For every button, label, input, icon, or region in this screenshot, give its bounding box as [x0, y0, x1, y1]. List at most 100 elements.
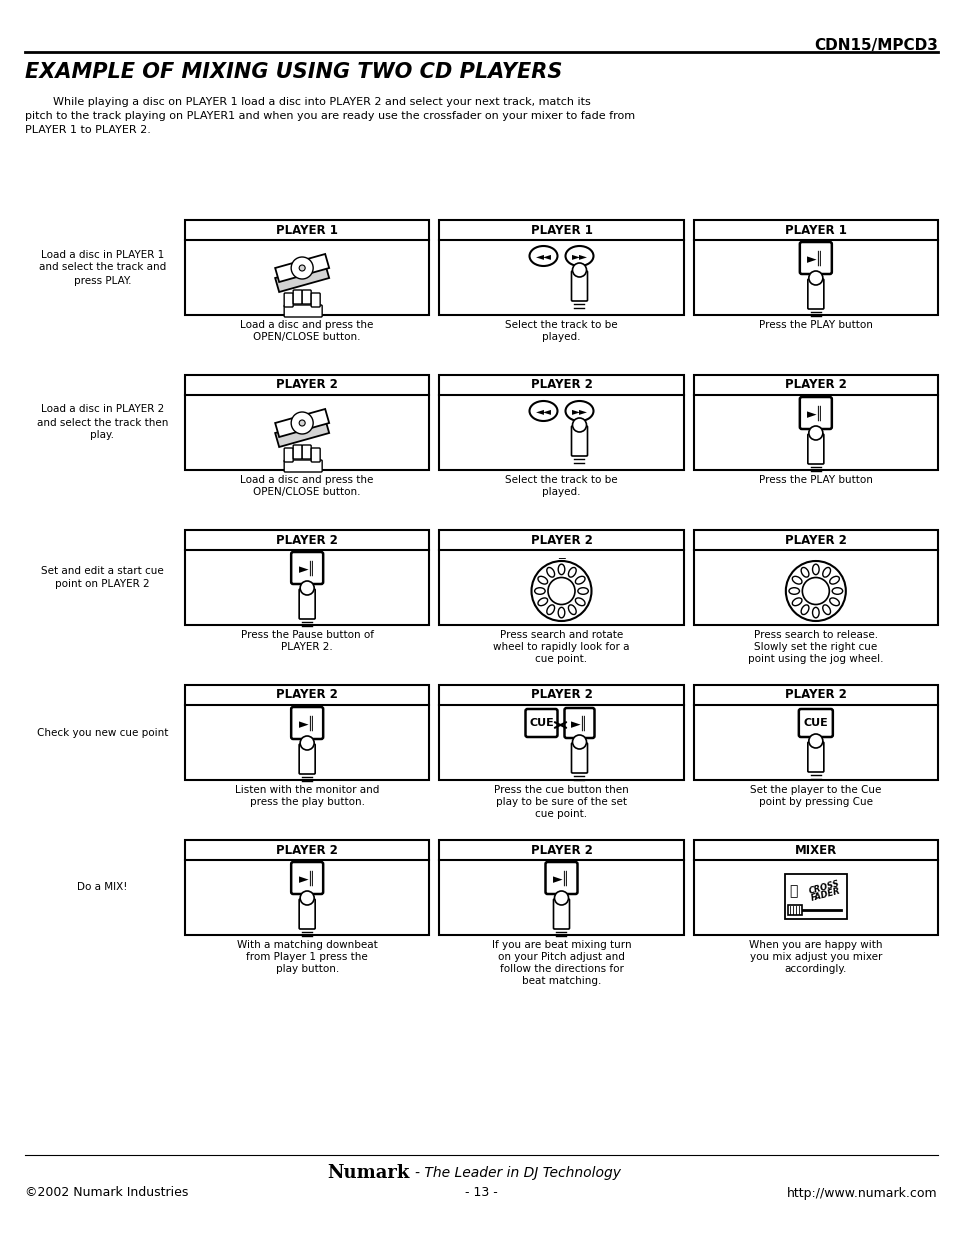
Text: ►║: ►║ — [298, 715, 315, 731]
Text: you mix adjust you mixer: you mix adjust you mixer — [749, 952, 882, 962]
Text: Press the Pause button of: Press the Pause button of — [240, 630, 374, 640]
Bar — [439, 685, 683, 781]
Text: PLAYER 2: PLAYER 2 — [784, 378, 846, 391]
Text: played.: played. — [541, 332, 580, 342]
Text: PLAYER 2: PLAYER 2 — [276, 844, 337, 857]
FancyBboxPatch shape — [311, 293, 320, 308]
Text: play to be sure of the set: play to be sure of the set — [496, 797, 626, 806]
FancyBboxPatch shape — [553, 899, 569, 929]
Polygon shape — [274, 254, 329, 282]
Text: PLAYER 2.: PLAYER 2. — [281, 642, 333, 652]
Text: Select the track to be: Select the track to be — [505, 320, 618, 330]
Text: cue point.: cue point. — [535, 809, 587, 819]
Bar — [439, 530, 683, 625]
Ellipse shape — [572, 263, 586, 277]
Text: http://www.numark.com: http://www.numark.com — [786, 1187, 937, 1199]
Text: Load a disc in PLAYER 1: Load a disc in PLAYER 1 — [41, 249, 164, 259]
Text: PLAYER 1: PLAYER 1 — [530, 224, 592, 236]
Ellipse shape — [829, 598, 839, 605]
Text: play.: play. — [91, 431, 114, 441]
Circle shape — [785, 561, 845, 621]
FancyBboxPatch shape — [545, 862, 577, 894]
Bar — [693, 375, 937, 471]
Text: ►►: ►► — [571, 251, 587, 261]
Text: PLAYER 1: PLAYER 1 — [784, 224, 846, 236]
Text: press PLAY.: press PLAY. — [73, 275, 132, 285]
Text: ►║: ►║ — [806, 251, 823, 266]
Ellipse shape — [300, 736, 314, 750]
FancyBboxPatch shape — [807, 742, 823, 772]
Text: Set and edit a start cue: Set and edit a start cue — [41, 566, 164, 576]
FancyBboxPatch shape — [291, 862, 323, 894]
Ellipse shape — [529, 246, 557, 266]
Text: If you are beat mixing turn: If you are beat mixing turn — [491, 940, 631, 950]
Ellipse shape — [821, 605, 830, 615]
Ellipse shape — [575, 598, 584, 605]
FancyBboxPatch shape — [311, 448, 320, 462]
Text: PLAYER 2: PLAYER 2 — [530, 688, 592, 701]
Text: ◄◄: ◄◄ — [535, 251, 551, 261]
Text: from Player 1 press the: from Player 1 press the — [246, 952, 368, 962]
Text: When you are happy with: When you are happy with — [748, 940, 882, 950]
Text: PLAYER 1 to PLAYER 2.: PLAYER 1 to PLAYER 2. — [25, 125, 151, 135]
FancyBboxPatch shape — [299, 743, 314, 774]
Text: press the play button.: press the play button. — [250, 797, 364, 806]
Text: CUE: CUE — [529, 718, 554, 727]
Text: OPEN/CLOSE button.: OPEN/CLOSE button. — [253, 487, 360, 496]
Ellipse shape — [300, 580, 314, 595]
Bar — [693, 530, 937, 625]
FancyBboxPatch shape — [293, 445, 302, 459]
Bar — [439, 375, 683, 471]
Text: Press the PLAY button: Press the PLAY button — [758, 320, 872, 330]
Ellipse shape — [812, 564, 819, 574]
Ellipse shape — [575, 577, 584, 584]
Text: Press search and rotate: Press search and rotate — [499, 630, 622, 640]
Text: Set the player to the Cue: Set the player to the Cue — [749, 785, 881, 795]
Text: Load a disc and press the: Load a disc and press the — [240, 475, 374, 485]
Text: on your Pitch adjust and: on your Pitch adjust and — [497, 952, 624, 962]
FancyBboxPatch shape — [799, 242, 831, 274]
Text: ►►: ►► — [571, 406, 587, 416]
Text: ►║: ►║ — [570, 715, 587, 731]
Bar — [185, 840, 429, 935]
Text: Press the cue button then: Press the cue button then — [494, 785, 628, 795]
Text: ©2002 Numark Industries: ©2002 Numark Industries — [25, 1187, 188, 1199]
FancyBboxPatch shape — [284, 305, 322, 317]
Text: ◄◄: ◄◄ — [535, 406, 551, 416]
Text: pitch to the track playing on PLAYER1 and when you are ready use the crossfader : pitch to the track playing on PLAYER1 an… — [25, 111, 635, 121]
Ellipse shape — [558, 608, 564, 618]
Circle shape — [531, 561, 591, 621]
Text: While playing a disc on PLAYER 1 load a disc into PLAYER 2 and select your next : While playing a disc on PLAYER 1 load a … — [25, 98, 590, 107]
Ellipse shape — [808, 426, 822, 440]
Text: Select the track to be: Select the track to be — [505, 475, 618, 485]
Bar — [185, 375, 429, 471]
Text: follow the directions for: follow the directions for — [499, 965, 622, 974]
Text: FADER: FADER — [809, 887, 841, 903]
Text: PLAYER 1: PLAYER 1 — [276, 224, 337, 236]
Text: PLAYER 2: PLAYER 2 — [530, 844, 592, 857]
FancyBboxPatch shape — [299, 589, 314, 619]
Text: beat matching.: beat matching. — [521, 976, 600, 986]
Ellipse shape — [808, 734, 822, 748]
Text: CDN15/MPCD3: CDN15/MPCD3 — [813, 38, 937, 53]
Text: CUE: CUE — [802, 718, 827, 727]
Circle shape — [299, 266, 305, 270]
FancyBboxPatch shape — [525, 709, 557, 737]
Bar — [439, 220, 683, 315]
Text: and select the track and: and select the track and — [39, 263, 166, 273]
Text: PLAYER 2: PLAYER 2 — [276, 378, 337, 391]
Text: ►║: ►║ — [298, 871, 315, 885]
Ellipse shape — [821, 567, 830, 577]
Ellipse shape — [565, 246, 593, 266]
FancyBboxPatch shape — [302, 445, 311, 459]
Text: - 13 -: - 13 - — [465, 1187, 497, 1199]
FancyBboxPatch shape — [798, 709, 832, 737]
Bar — [693, 840, 937, 935]
Text: Press search to release.: Press search to release. — [753, 630, 877, 640]
FancyBboxPatch shape — [564, 708, 594, 739]
Text: ─: ─ — [558, 553, 564, 563]
FancyBboxPatch shape — [571, 270, 587, 301]
Ellipse shape — [812, 608, 819, 618]
Circle shape — [801, 578, 828, 604]
Text: cue point.: cue point. — [535, 655, 587, 664]
